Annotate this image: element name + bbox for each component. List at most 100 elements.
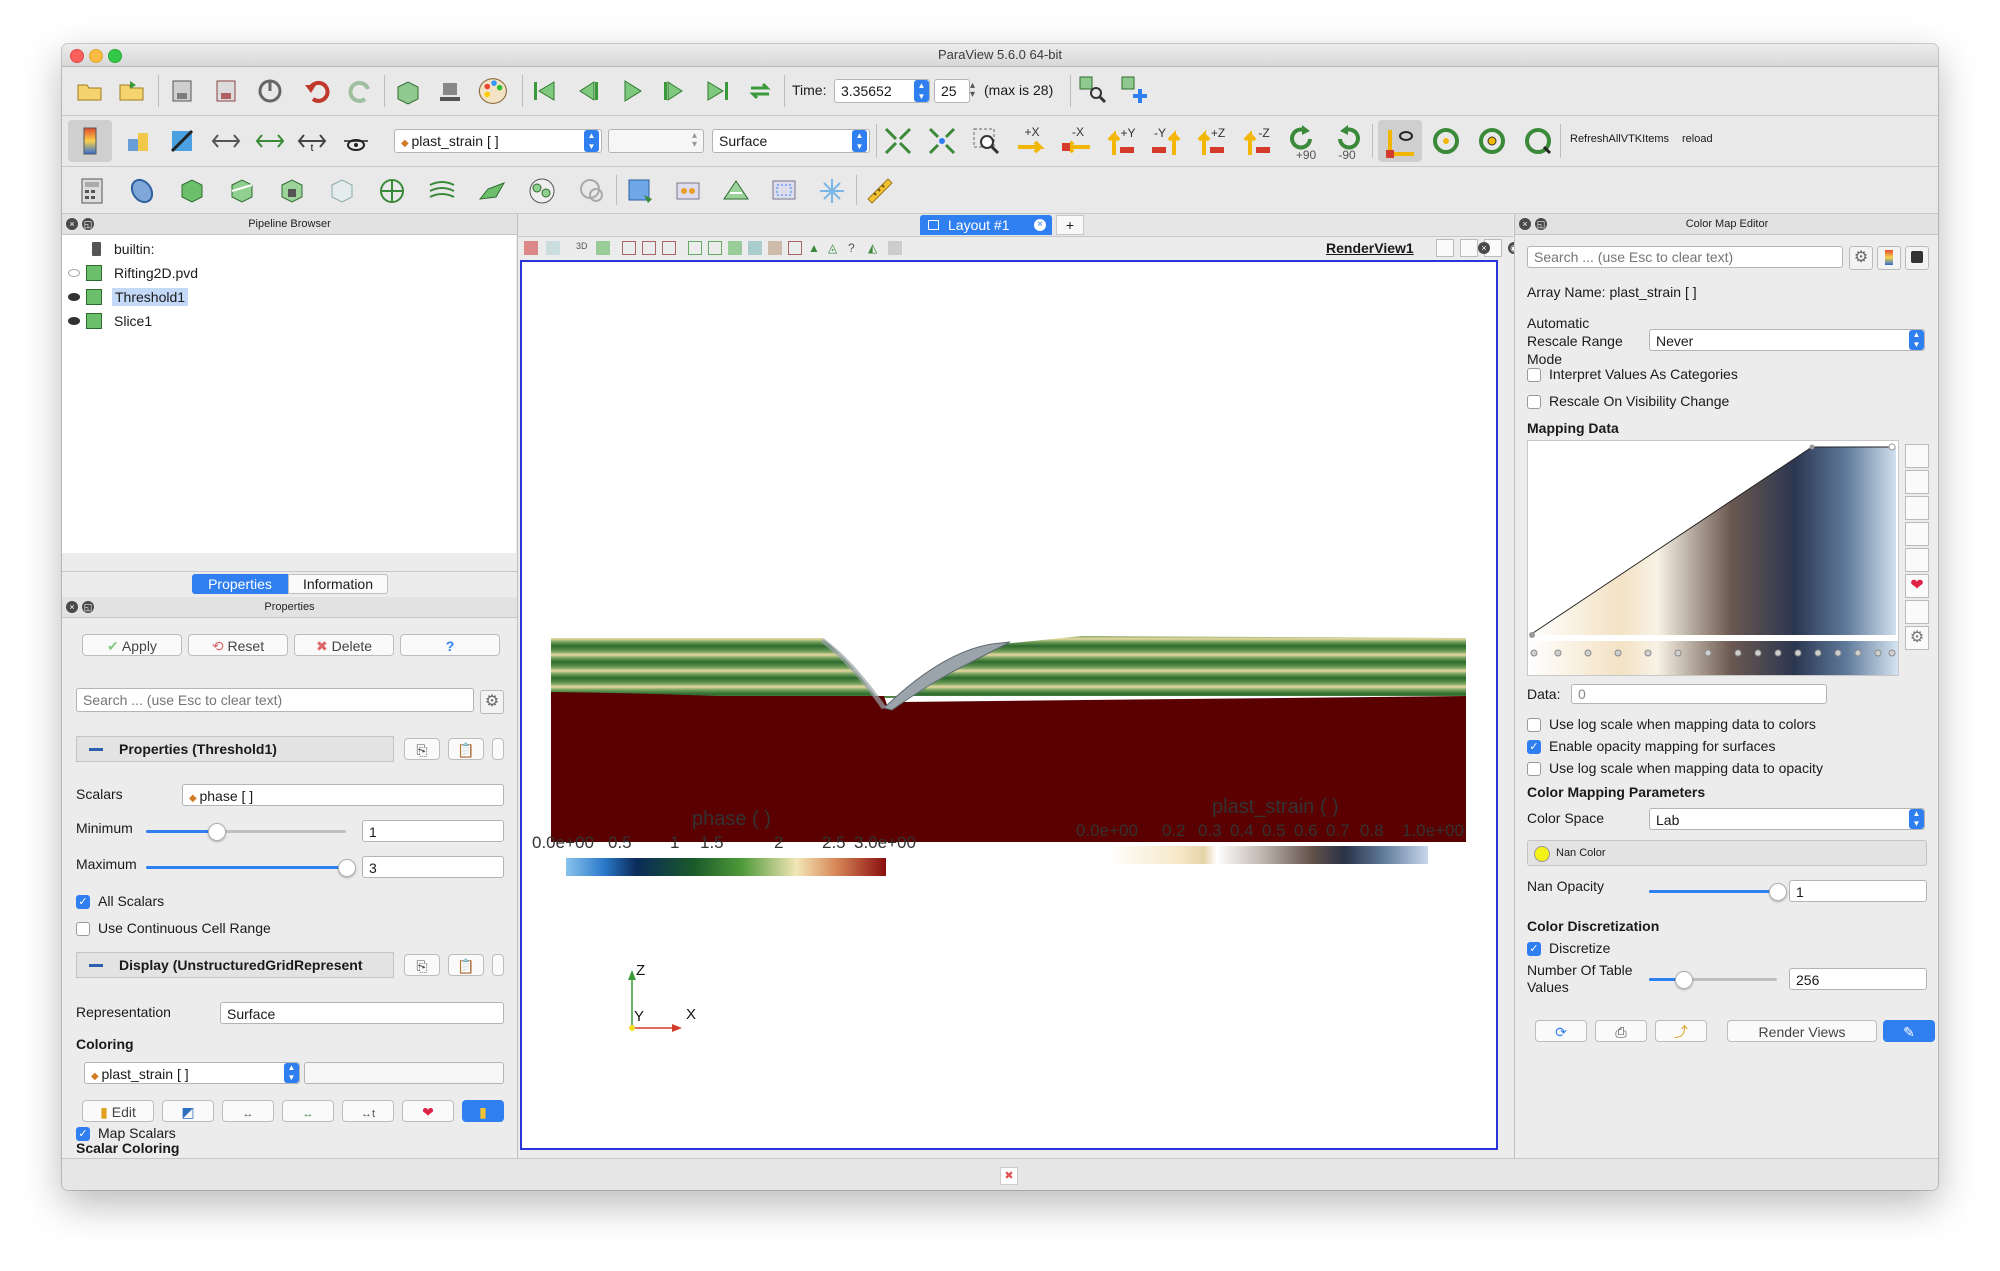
time-spinner[interactable]: ▲ ▼	[914, 80, 929, 102]
rescale-visible-icon[interactable]	[340, 125, 372, 157]
nan-opacity-slider-handle[interactable]	[1769, 883, 1787, 901]
auto-apply-icon[interactable]: ✎	[1883, 1020, 1935, 1042]
view-minus-z-icon[interactable]: -Z	[1242, 125, 1274, 157]
minimum-input[interactable]: 1	[362, 820, 504, 842]
delete-button[interactable]: ✖ Delete	[294, 634, 394, 656]
rescale-to-data-range-icon[interactable]	[1905, 444, 1929, 468]
coloring-component-select[interactable]	[304, 1062, 504, 1084]
open-folder-icon[interactable]	[74, 75, 106, 107]
paste-display-icon[interactable]: 📋	[448, 954, 484, 976]
split-horizontal-icon[interactable]	[1436, 239, 1454, 257]
invert-transfer-icon[interactable]	[1905, 548, 1929, 572]
more-display-icon[interactable]	[492, 954, 504, 976]
choose-preset-icon[interactable]: ❤	[1905, 574, 1929, 598]
hover-cells-icon[interactable]	[768, 241, 782, 255]
screenshot-icon[interactable]	[434, 75, 466, 107]
palette-icon[interactable]	[476, 73, 512, 109]
discretize-checkbox[interactable]: ✓	[1527, 942, 1541, 956]
rotate-plus-90-icon[interactable]: +90	[1286, 121, 1320, 161]
extract-level-icon[interactable]	[576, 175, 608, 207]
shrink-selection-icon[interactable]: ▲	[808, 241, 820, 255]
last-frame-icon[interactable]	[702, 75, 734, 107]
timestep-input[interactable]: 25	[934, 79, 970, 103]
ruler-icon[interactable]	[864, 175, 896, 207]
minimum-slider-track[interactable]	[146, 830, 346, 833]
select-cells-icon[interactable]	[624, 175, 656, 207]
toggle-legend-icon[interactable]	[1877, 246, 1901, 270]
close-panel-icon[interactable]: ×	[1519, 218, 1531, 230]
rescale-custom-button[interactable]: ◩	[162, 1100, 214, 1122]
undo-icon[interactable]	[302, 75, 334, 107]
copy-properties-icon[interactable]: ⎘	[404, 738, 440, 760]
color-map-gear-icon[interactable]: ⚙	[1849, 246, 1873, 270]
data-value-input[interactable]: 0	[1571, 684, 1827, 704]
select-points-through-icon[interactable]	[688, 241, 702, 255]
save-preset-icon[interactable]	[1905, 600, 1929, 624]
render-views-button[interactable]: Render Views	[1727, 1020, 1877, 1042]
pipeline-item-rifting2d[interactable]: Rifting2D.pvd	[62, 261, 516, 285]
contour-icon[interactable]	[126, 175, 158, 207]
color-array-spinner[interactable]: ▲ ▼	[584, 130, 599, 152]
float-panel-icon[interactable]: ◱	[82, 601, 94, 613]
representation-spinner[interactable]: ▲ ▼	[852, 130, 867, 152]
table-values-input[interactable]: 256	[1789, 968, 1927, 990]
save-colormap-icon[interactable]: ⎙	[1595, 1020, 1647, 1042]
minimize-window-button[interactable]	[89, 49, 103, 63]
rescale-custom-range-button[interactable]: ↔	[282, 1100, 334, 1122]
rotation-center-icon[interactable]	[1522, 125, 1554, 157]
loop-icon[interactable]	[744, 75, 776, 107]
pipeline-item-threshold1[interactable]: Threshold1	[62, 285, 516, 309]
capture-icon[interactable]	[546, 241, 560, 255]
split-vertical-icon[interactable]	[1460, 239, 1478, 257]
group-datasets-icon[interactable]	[526, 175, 558, 207]
transfer-function-editor[interactable]	[1527, 440, 1899, 676]
open-recent-icon[interactable]	[116, 75, 148, 107]
more-properties-icon[interactable]	[492, 738, 504, 760]
select-block-icon[interactable]	[720, 175, 752, 207]
view-minus-x-icon[interactable]: -X	[1060, 125, 1092, 157]
select-cells-on-icon[interactable]	[622, 241, 636, 255]
center-axes-icon[interactable]	[1430, 125, 1462, 157]
rescale-range-button[interactable]: ↔	[222, 1100, 274, 1122]
view-plus-y-icon[interactable]: +Y	[1106, 125, 1138, 157]
auto-rescale-dropdown[interactable]: Never	[1649, 329, 1925, 351]
select-cells-through-icon[interactable]	[662, 241, 676, 255]
rescale-temporal-icon[interactable]: t	[296, 125, 328, 157]
show-orientation-axes-icon[interactable]	[1378, 120, 1422, 162]
close-panel-icon[interactable]: ×	[66, 601, 78, 613]
pick-center-icon[interactable]	[1476, 125, 1508, 157]
reset-button[interactable]: ⟲ Reset	[188, 634, 288, 656]
render-viewport[interactable]: phase ( ) 0.0e+00 0.5 1 1.5 2 2.5 3.0e+0…	[520, 260, 1498, 1150]
camera-icon[interactable]	[392, 75, 424, 107]
update-icon[interactable]: ⟳	[1535, 1020, 1587, 1042]
split-icon[interactable]	[524, 241, 538, 255]
nan-opacity-input[interactable]: 1	[1789, 880, 1927, 902]
zoom-window-button[interactable]	[108, 49, 122, 63]
color-space-spinner[interactable]: ▲ ▼	[1909, 809, 1924, 829]
interactive-select-icon[interactable]	[768, 175, 800, 207]
section-properties-threshold[interactable]: Properties (Threshold1)	[76, 736, 394, 762]
next-frame-icon[interactable]	[658, 75, 690, 107]
properties-search-input[interactable]	[76, 688, 474, 712]
play-icon[interactable]	[616, 75, 648, 107]
slice-icon[interactable]	[226, 175, 258, 207]
save-state-icon[interactable]	[210, 75, 242, 107]
rotate-minus-90-icon[interactable]: -90	[1330, 121, 1364, 161]
glyph-icon[interactable]	[376, 175, 408, 207]
log-scale-colors-checkbox[interactable]	[1527, 718, 1541, 732]
reload-button[interactable]: reload	[1682, 133, 1713, 145]
restore-colormap-icon[interactable]: ⤴	[1655, 1020, 1707, 1042]
view-minus-y-icon[interactable]: -Y	[1150, 125, 1182, 157]
float-panel-icon[interactable]: ◱	[82, 218, 94, 230]
hover-points-icon[interactable]	[816, 175, 848, 207]
advanced-settings-gear-icon[interactable]: ⚙	[480, 690, 504, 714]
color-space-dropdown[interactable]: Lab	[1649, 808, 1925, 830]
rescale-data-range-icon[interactable]	[210, 125, 242, 157]
continuous-range-checkbox[interactable]	[76, 922, 90, 936]
color-map-search-input[interactable]	[1527, 246, 1843, 268]
clip-icon[interactable]	[176, 175, 208, 207]
refresh-all-vtk-items-button[interactable]: RefreshAllVTKItems	[1570, 133, 1670, 145]
edit-selection-icon[interactable]: ◬	[828, 241, 838, 255]
rescale-visible-icon[interactable]	[1905, 522, 1929, 546]
all-scalars-checkbox[interactable]: ✓	[76, 895, 90, 909]
